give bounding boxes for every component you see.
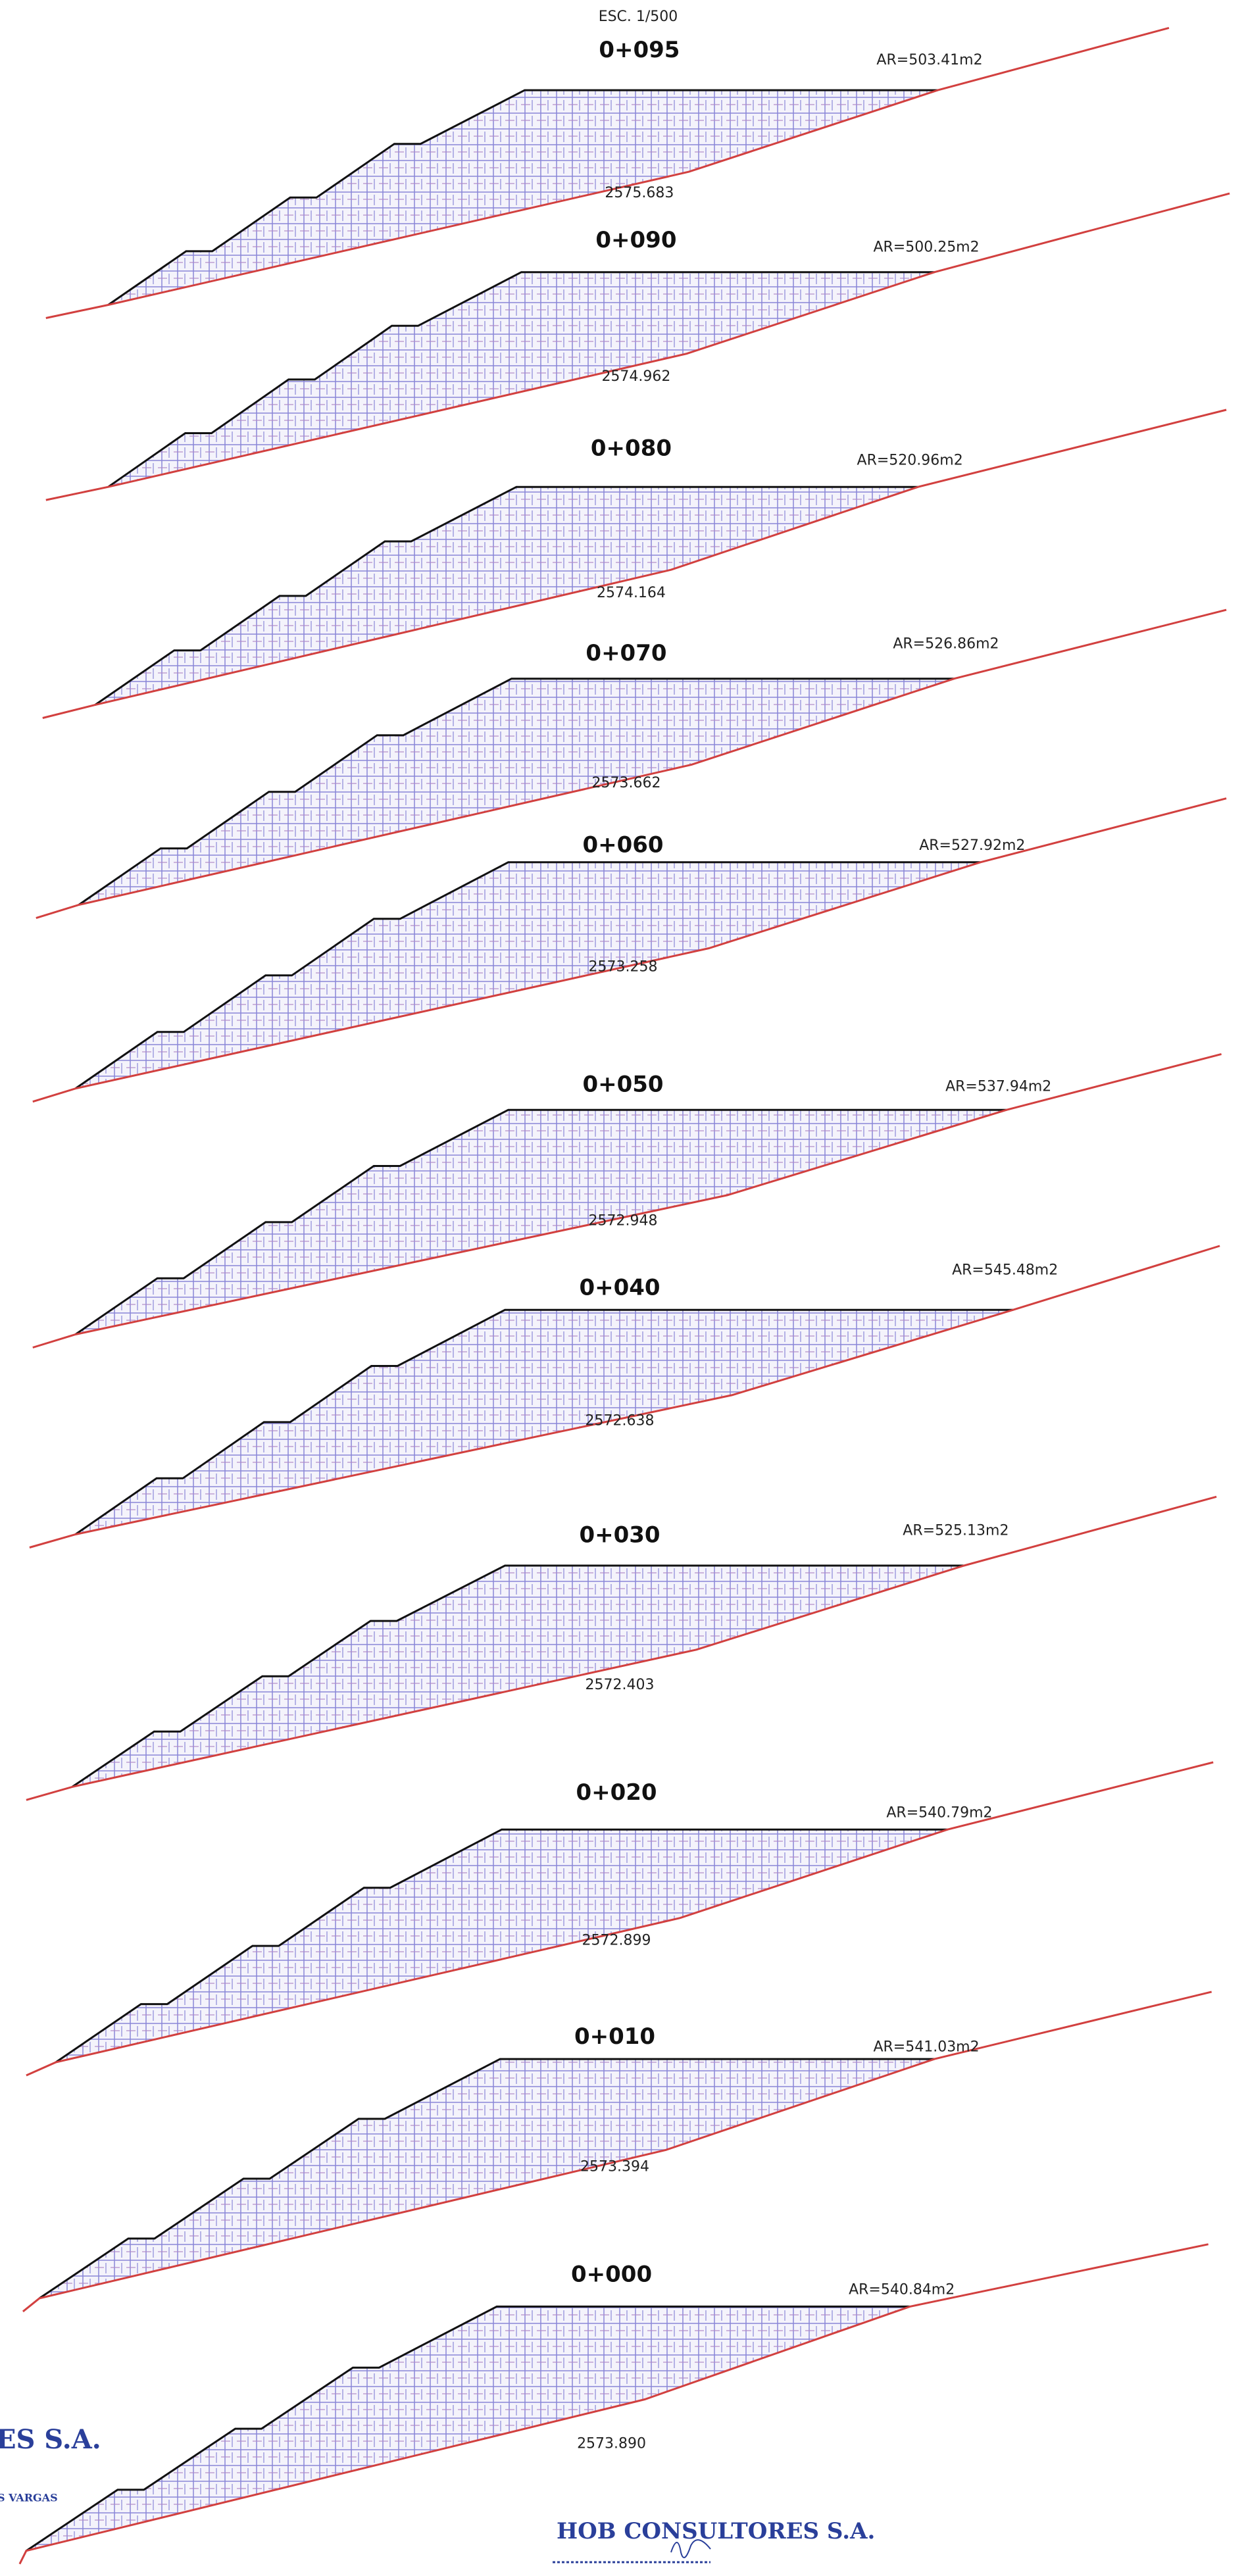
station-label: 0+070: [586, 640, 666, 666]
elevation-label: 2573.662: [591, 775, 660, 791]
ground-line: [36, 608, 1227, 920]
stamp-name-left: S VARGAS: [0, 2492, 58, 2504]
cut-profile: [26, 2305, 910, 2552]
stamp-company-left: ES S.A.: [0, 2424, 101, 2455]
station-label: 0+030: [579, 1522, 660, 1548]
station-label: 0+020: [576, 1779, 657, 1806]
fill-area: [108, 272, 935, 487]
elevation-label: 2573.258: [589, 958, 658, 975]
elevation-label: 2572.638: [586, 1413, 655, 1429]
station-label: 0+040: [579, 1274, 660, 1300]
stamp-company: HOB CONSULTORES S.A.: [557, 2518, 875, 2544]
elevation-label: 2574.962: [601, 368, 670, 385]
area-label: AR=527.92m2: [919, 837, 1025, 854]
fill-area: [39, 2059, 935, 2298]
cut-profile: [38, 2058, 935, 2300]
ground-line: [22, 1991, 1212, 2313]
ground-line: [26, 1495, 1217, 1801]
area-label: AR=526.86m2: [893, 635, 999, 652]
station-label: 0+000: [571, 2262, 652, 2288]
area-label: AR=540.84m2: [849, 2281, 955, 2298]
cut-profile: [74, 1108, 1007, 1335]
cut-profile: [55, 1828, 948, 2064]
fill-area: [75, 1110, 1007, 1335]
ground-line: [32, 1053, 1222, 1349]
cut-profile: [78, 678, 955, 906]
station-label: 0+060: [582, 831, 663, 858]
fill-area: [75, 1310, 1014, 1535]
signature: [670, 2539, 711, 2558]
cut-profile: [71, 1564, 964, 1788]
cut-profile: [107, 89, 938, 306]
fill-area: [108, 90, 938, 305]
elevation-label: 2572.899: [582, 1933, 651, 1949]
fill-area: [26, 2306, 910, 2551]
area-label: AR=537.94m2: [945, 1078, 1051, 1095]
area-label: AR=503.41m2: [876, 52, 982, 68]
elevation-label: 2573.394: [580, 2159, 649, 2175]
ground-line: [42, 409, 1227, 719]
station-label: 0+090: [595, 227, 676, 253]
ground-line: [45, 26, 1170, 319]
elevation-label: 2574.164: [597, 585, 666, 601]
fill-area: [78, 678, 955, 905]
cross-sections: 0+095 AR=503.41m2 2575.683 0+090 AR=500.25m2…: [18, 26, 1230, 2565]
station-label: 0+010: [574, 2023, 655, 2050]
area-label: AR=545.48m2: [952, 1262, 1058, 1278]
cut-profile: [107, 271, 935, 488]
area-label: AR=525.13m2: [903, 1523, 1009, 1539]
cut-profile: [74, 861, 981, 1090]
elevation-label: 2573.890: [577, 2436, 646, 2452]
ground-line: [32, 797, 1227, 1103]
cut-profile: [74, 1308, 1014, 1535]
fill-area: [75, 862, 981, 1089]
area-label: AR=520.96m2: [857, 452, 963, 468]
ground-line: [45, 192, 1230, 501]
ground-line: [26, 1761, 1214, 2077]
ground-line: [29, 1245, 1220, 1548]
elevation-label: 2575.683: [605, 185, 674, 201]
cut-profile: [94, 485, 918, 706]
area-label: AR=500.25m2: [873, 239, 979, 255]
fill-area: [95, 487, 918, 705]
fill-area: [72, 1566, 964, 1787]
station-label: 0+050: [582, 1071, 663, 1097]
station-label: 0+080: [591, 435, 672, 461]
ground-line: [18, 2243, 1209, 2565]
area-label: AR=540.79m2: [886, 1804, 992, 1821]
elevation-label: 2572.948: [589, 1213, 658, 1229]
scale-label: ESC. 1/500: [599, 9, 678, 25]
area-label: AR=541.03m2: [873, 2039, 979, 2056]
fill-area: [55, 1829, 948, 2063]
station-label: 0+095: [599, 37, 680, 63]
elevation-label: 2572.403: [586, 1677, 655, 1693]
